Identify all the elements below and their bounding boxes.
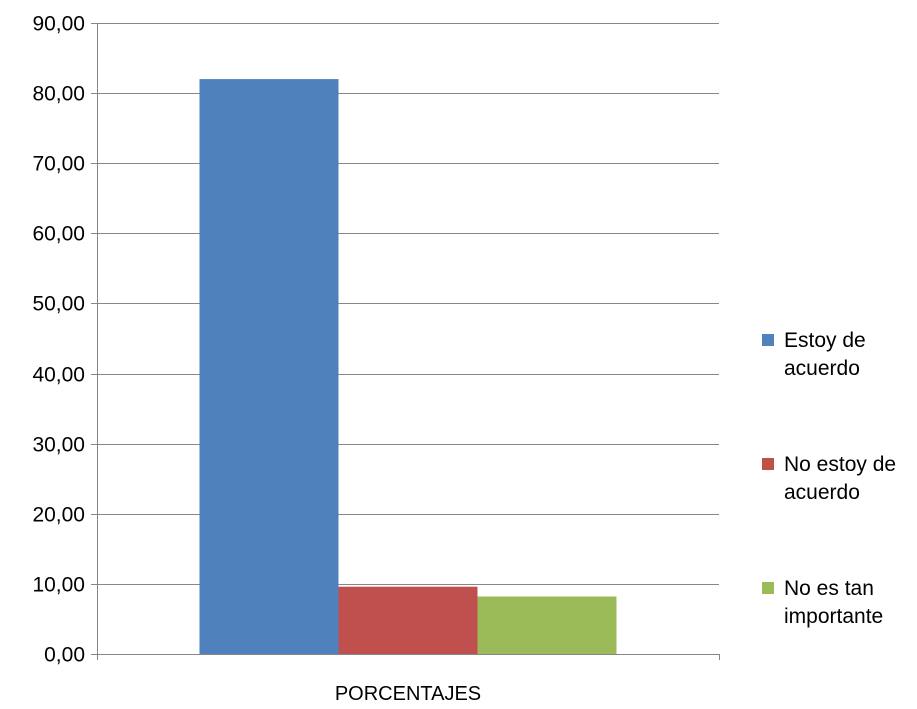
y-tick-label: 40,00 xyxy=(32,364,85,387)
legend-swatch-2 xyxy=(762,458,774,470)
bars xyxy=(199,79,617,655)
y-tick-label: 80,00 xyxy=(32,83,85,106)
bar-1 xyxy=(199,79,339,655)
x-axis: PORCENTAJES xyxy=(97,654,720,705)
y-tick-label: 30,00 xyxy=(32,434,85,457)
legend-label-3: No es tan importante xyxy=(784,577,883,628)
y-tick-label: 20,00 xyxy=(32,504,85,527)
x-category-label: PORCENTAJES xyxy=(335,683,481,705)
bar-3 xyxy=(477,596,617,654)
legend-label-2: No estoy de acuerdo xyxy=(784,453,896,504)
y-tick-label: 50,00 xyxy=(32,293,85,316)
legend-swatch-1 xyxy=(762,334,774,346)
y-tick-label: 0,00 xyxy=(44,644,85,667)
y-tick-label: 10,00 xyxy=(32,574,85,597)
legend-label-1: Estoy de acuerdo xyxy=(784,329,866,380)
y-axis: 0,00 10,00 20,00 30,00 40,00 50,00 60,00 70,00 8… xyxy=(32,13,98,667)
y-tick-label: 70,00 xyxy=(32,153,85,176)
y-tick-label: 60,00 xyxy=(32,223,85,246)
legend-swatch-3 xyxy=(762,582,774,594)
legend: Estoy de acuerdo No estoy de acuerdo No es t… xyxy=(762,329,896,628)
bar-2 xyxy=(338,586,478,654)
y-tick-label: 90,00 xyxy=(32,13,85,36)
gridlines xyxy=(97,23,719,585)
